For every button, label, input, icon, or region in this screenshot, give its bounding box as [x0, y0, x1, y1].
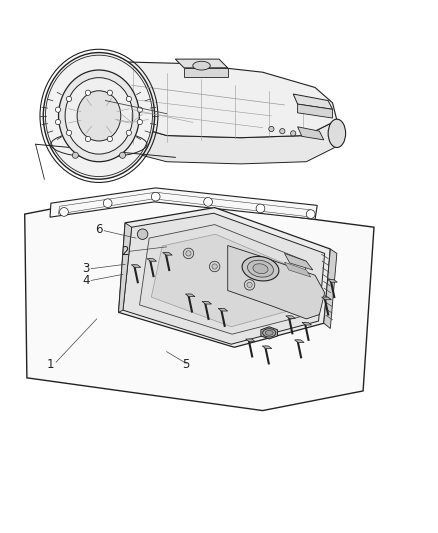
Ellipse shape [43, 53, 155, 179]
Polygon shape [99, 116, 337, 164]
Circle shape [55, 119, 60, 125]
Polygon shape [293, 94, 332, 109]
Ellipse shape [263, 329, 276, 337]
Text: 4: 4 [82, 274, 90, 287]
Text: 6: 6 [95, 223, 102, 236]
Ellipse shape [242, 256, 279, 281]
Polygon shape [321, 297, 331, 300]
Polygon shape [162, 253, 172, 255]
Ellipse shape [328, 119, 346, 148]
Circle shape [256, 204, 265, 213]
Circle shape [72, 152, 78, 158]
Polygon shape [119, 223, 132, 312]
Circle shape [247, 282, 252, 287]
Circle shape [137, 119, 142, 125]
Text: 5: 5 [183, 358, 190, 372]
Circle shape [85, 136, 91, 142]
Polygon shape [285, 262, 311, 277]
Polygon shape [25, 195, 374, 410]
Text: 2: 2 [121, 245, 129, 258]
Polygon shape [99, 61, 337, 138]
Text: 1: 1 [47, 358, 55, 372]
Polygon shape [328, 280, 337, 282]
Circle shape [186, 251, 191, 256]
Circle shape [183, 248, 194, 259]
Ellipse shape [193, 61, 210, 70]
Circle shape [107, 136, 113, 142]
Polygon shape [202, 302, 212, 304]
Circle shape [209, 261, 220, 272]
Circle shape [280, 128, 285, 134]
Polygon shape [246, 339, 255, 342]
Polygon shape [285, 253, 313, 270]
Circle shape [244, 280, 255, 290]
Polygon shape [131, 265, 141, 268]
Circle shape [126, 130, 131, 135]
Circle shape [120, 152, 126, 158]
Circle shape [67, 96, 71, 102]
Polygon shape [262, 346, 272, 349]
Text: 3: 3 [82, 262, 89, 275]
Polygon shape [297, 104, 332, 118]
Circle shape [269, 126, 274, 132]
Circle shape [212, 264, 217, 269]
Polygon shape [261, 327, 278, 339]
Circle shape [204, 198, 212, 206]
Circle shape [60, 207, 68, 216]
Circle shape [306, 210, 315, 219]
Polygon shape [324, 249, 337, 328]
Polygon shape [218, 309, 228, 311]
Polygon shape [228, 246, 325, 319]
Ellipse shape [253, 264, 268, 273]
Circle shape [85, 90, 91, 95]
Circle shape [290, 131, 296, 136]
Circle shape [151, 192, 160, 201]
Polygon shape [50, 188, 317, 220]
Polygon shape [297, 127, 324, 140]
Ellipse shape [265, 330, 273, 335]
Ellipse shape [77, 91, 121, 141]
Circle shape [107, 90, 113, 95]
Polygon shape [302, 322, 311, 325]
Circle shape [126, 96, 131, 102]
Polygon shape [119, 207, 330, 348]
Polygon shape [286, 316, 295, 318]
Ellipse shape [65, 78, 133, 154]
Circle shape [138, 229, 148, 239]
Circle shape [55, 107, 60, 112]
Polygon shape [151, 234, 293, 327]
Circle shape [67, 130, 71, 135]
Circle shape [137, 107, 142, 112]
Ellipse shape [247, 260, 273, 277]
Polygon shape [294, 340, 304, 343]
Polygon shape [185, 294, 195, 297]
Polygon shape [147, 259, 156, 261]
Polygon shape [140, 224, 306, 334]
Polygon shape [175, 59, 228, 68]
Polygon shape [123, 213, 325, 344]
Polygon shape [184, 68, 228, 77]
Circle shape [103, 199, 112, 207]
Ellipse shape [59, 70, 139, 161]
